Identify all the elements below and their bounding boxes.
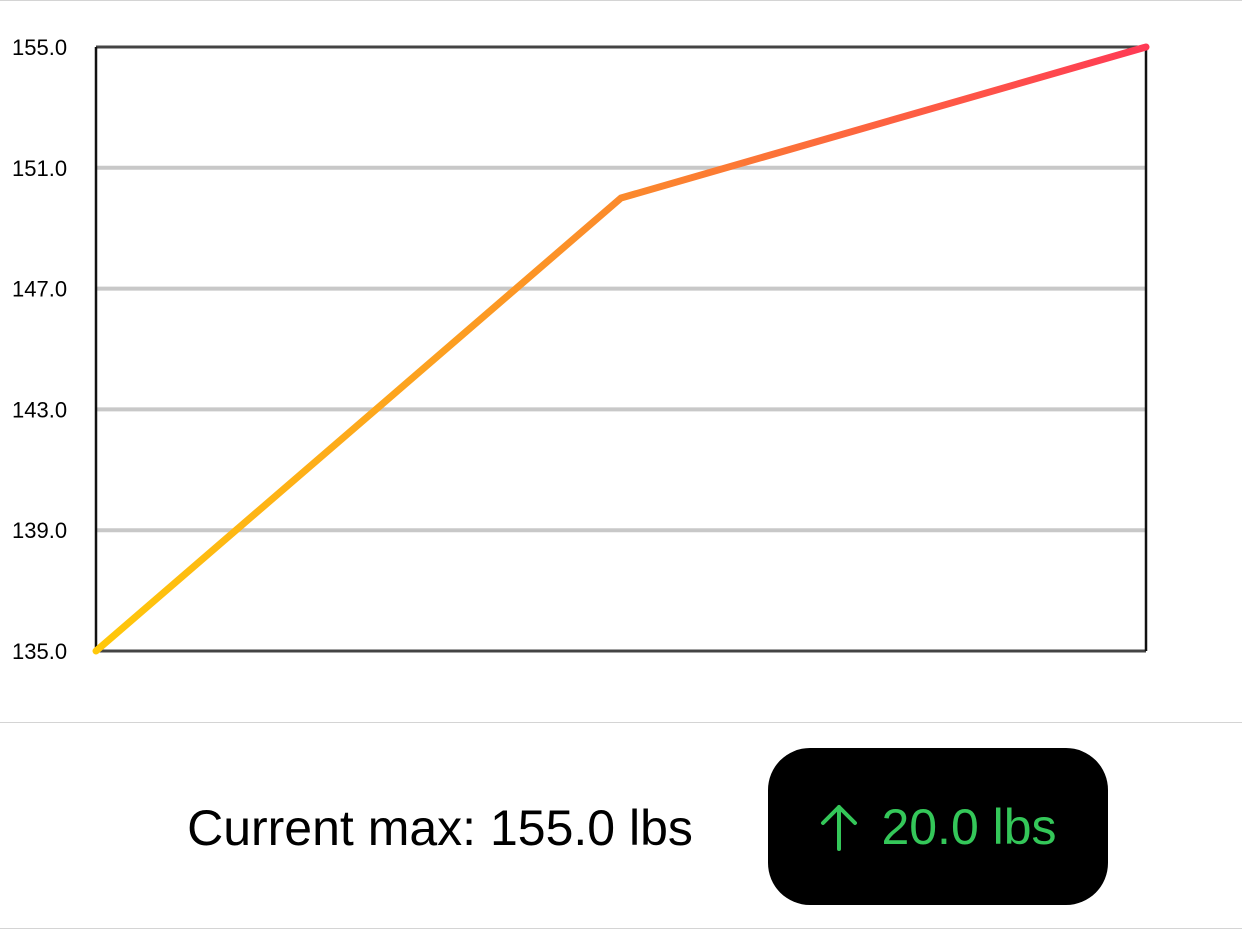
y-tick-label: 143.0 [12,397,67,422]
y-tick-label: 155.0 [12,35,67,60]
y-tick-label: 139.0 [12,518,67,543]
y-tick-label: 147.0 [12,277,67,302]
delta-badge: 20.0 lbs [768,748,1108,905]
plot-frame [94,45,1148,653]
delta-value: 20.0 lbs [881,798,1057,855]
current-max-label: Current max: 155.0 lbs [187,800,693,856]
y-tick-label: 151.0 [12,156,67,181]
y-tick-label: 135.0 [12,639,67,664]
bottom-divider [0,928,1242,929]
series-layer [92,43,1150,655]
arrow-up-icon [819,803,859,851]
series-line [92,43,1150,655]
y-axis-ticks: 135.0 139.0 143.0 147.0 151.0 155.0 [12,35,67,664]
gridlines [96,165,1146,533]
progress-chart: 135.0 139.0 143.0 147.0 151.0 155.0 [0,1,1242,721]
top-divider [0,0,1242,1]
line-chart: 135.0 139.0 143.0 147.0 151.0 155.0 [12,35,1150,664]
section-divider [0,722,1242,723]
